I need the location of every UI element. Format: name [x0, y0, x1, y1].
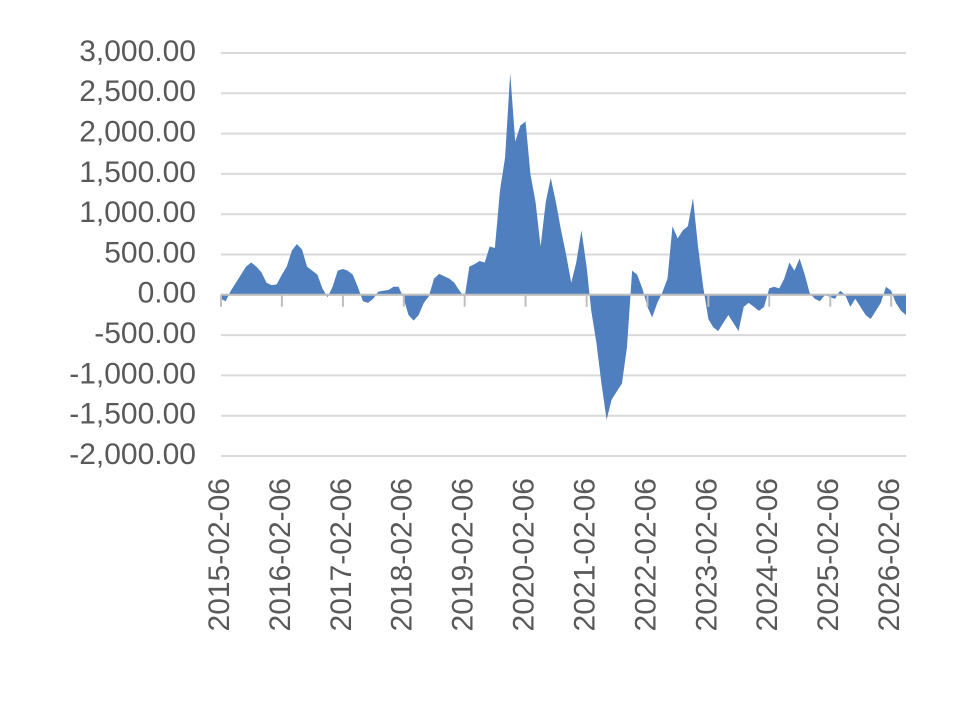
y-tick-label: -1,000.00: [69, 357, 196, 390]
y-tick-label: 1,000.00: [79, 196, 196, 229]
y-tick-label: 2,500.00: [79, 75, 196, 108]
x-tick-label: 2020-02-06: [507, 478, 540, 631]
x-tick-label: 2021-02-06: [569, 478, 602, 631]
y-tick-label: 3,000.00: [79, 35, 196, 68]
area: [221, 73, 906, 420]
x-tick-label: 2015-02-06: [203, 478, 236, 631]
x-tick-label: 2024-02-06: [751, 478, 784, 631]
y-tick-label: -500.00: [94, 317, 196, 350]
y-tick-label: -1,500.00: [69, 398, 196, 431]
y-tick-label: -2,000.00: [69, 438, 196, 471]
y-tick-label: 500.00: [104, 236, 196, 269]
x-tick-label: 2022-02-06: [629, 478, 662, 631]
x-tick-label: 2018-02-06: [386, 478, 419, 631]
y-tick-label: 2,000.00: [79, 116, 196, 149]
y-tick-label: 0.00: [138, 277, 196, 310]
x-tick-label: 2017-02-06: [325, 478, 358, 631]
x-tick-label: 2016-02-06: [264, 478, 297, 631]
x-tick-label: 2023-02-06: [690, 478, 723, 631]
x-tick-label: 2026-02-06: [873, 478, 906, 631]
y-tick-label: 1,500.00: [79, 156, 196, 189]
x-tick-label: 2019-02-06: [447, 478, 480, 631]
x-tick-label: 2025-02-06: [812, 478, 845, 631]
